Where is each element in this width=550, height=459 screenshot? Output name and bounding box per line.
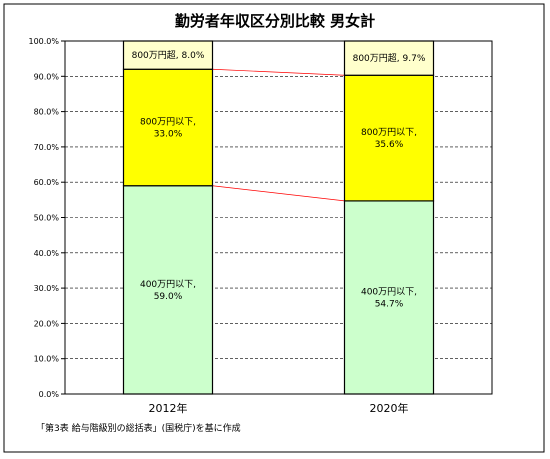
- x-tick-label: 2012年: [149, 401, 188, 415]
- axis-layer: 0.0% 10.0% 20.0% 30.0% 40.0% 50.0% 60.0% 70.0% 8…: [28, 37, 493, 415]
- data-label: 400万円以下,: [361, 286, 417, 297]
- y-tick-label: 40.0%: [34, 249, 60, 258]
- y-tick-label: 90.0%: [34, 72, 60, 81]
- series-connector-line: [212, 185, 345, 202]
- bar-segment: [122, 68, 214, 187]
- chart-border: [3, 3, 545, 453]
- chart-title: 勤労者年収区分別比較 男女計: [175, 12, 375, 30]
- data-label: 59.0%: [154, 292, 183, 302]
- data-label: 33.0%: [154, 129, 183, 139]
- series-connector-line: [212, 68, 345, 76]
- x-tick-label: 2020年: [370, 401, 409, 415]
- y-tick-label: 100.0%: [28, 37, 59, 46]
- y-tick-label: 60.0%: [34, 178, 60, 187]
- series-connector-layer: [212, 68, 345, 202]
- bar-segment: [343, 200, 435, 395]
- data-label: 800万円以下,: [140, 116, 196, 127]
- y-tick-label: 20.0%: [34, 319, 60, 328]
- y-tick-label: 0.0%: [39, 390, 60, 399]
- y-tick-label: 70.0%: [34, 143, 60, 152]
- bar-layer: 400万円以下, 59.0% 800万円以下, 33.0% 800万円超, 8.0% 40…: [122, 40, 435, 395]
- y-tick-label: 30.0%: [34, 284, 60, 293]
- data-label: 800万円以下,: [361, 127, 417, 138]
- bar-segment: [343, 74, 435, 202]
- source-note: 「第3表 給与階級別の総括表」(国税庁)を基に作成: [36, 422, 241, 434]
- data-label: 800万円超, 8.0%: [132, 49, 205, 61]
- y-tick-label: 10.0%: [34, 355, 60, 364]
- data-label: 400万円以下,: [140, 279, 196, 290]
- data-label: 54.7%: [375, 299, 404, 309]
- bar-segment: [122, 185, 214, 395]
- plot-area: [64, 40, 493, 395]
- y-tick-label: 50.0%: [34, 214, 60, 223]
- data-label: 800万円超, 9.7%: [353, 52, 426, 64]
- y-tick-label: 80.0%: [34, 108, 60, 117]
- data-label: 35.6%: [375, 140, 404, 150]
